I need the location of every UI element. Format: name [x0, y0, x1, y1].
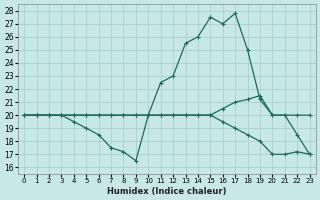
- X-axis label: Humidex (Indice chaleur): Humidex (Indice chaleur): [107, 187, 227, 196]
